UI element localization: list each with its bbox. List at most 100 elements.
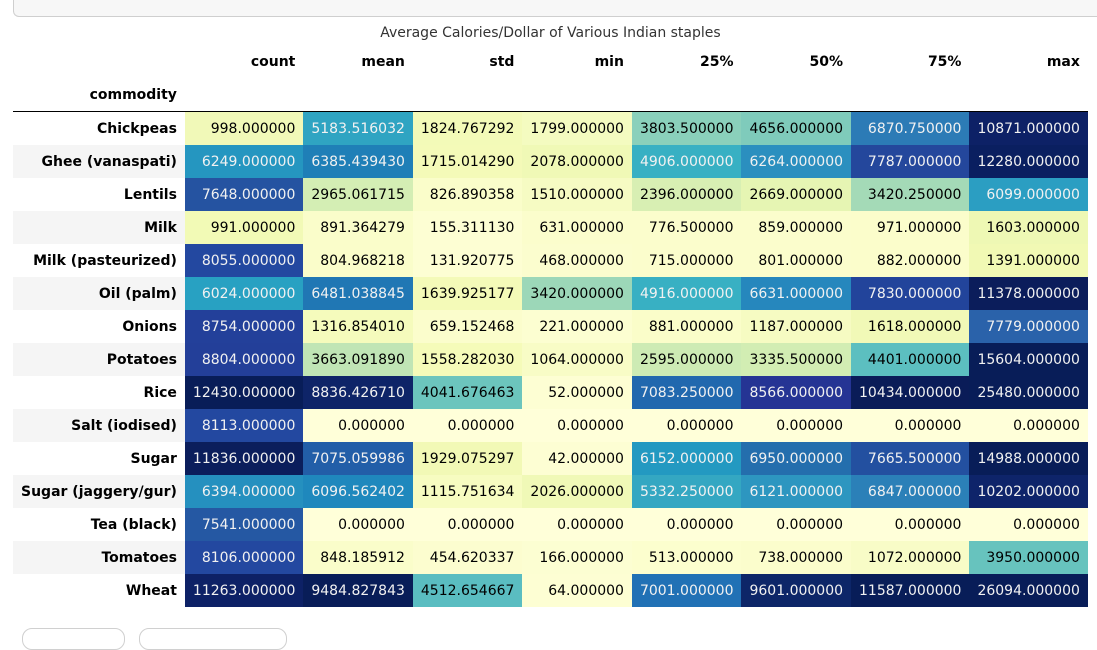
table-cell: 3803.500000 [631, 111, 742, 145]
row-label: Milk (pasteurized) [13, 244, 185, 277]
table-cell: 454.620337 [412, 541, 523, 574]
table-cell: 4512.654667 [412, 574, 523, 607]
row-label: Milk [13, 211, 185, 244]
table-cell: 891.364279 [303, 211, 413, 244]
row-label: Salt (iodised) [13, 409, 185, 442]
table-cell: 11263.000000 [184, 574, 304, 607]
table-cell: 12430.000000 [184, 376, 304, 409]
table-cell: 1316.854010 [303, 310, 413, 343]
table-cell: 7830.000000 [851, 277, 970, 310]
table-row: Sugar 11836.000000 7075.059986 1929.075297 4… [13, 442, 1088, 475]
table-cell: 1064.000000 [522, 343, 632, 376]
table-cell: 3950.000000 [969, 541, 1088, 574]
column-header-2: std [489, 54, 515, 70]
table-cell: 8055.000000 [184, 244, 304, 277]
table-row: Oil (palm) 6024.000000 6481.038845 1639.925… [13, 277, 1088, 310]
row-label: Wheat [13, 574, 185, 607]
column-header-1: mean [361, 54, 405, 70]
column-header-4: 25% [699, 54, 734, 70]
row-label: Tomatoes [13, 541, 185, 574]
table-cell: 1715.014290 [412, 145, 523, 178]
table-cell: 801.000000 [741, 244, 852, 277]
column-header-3: min [594, 54, 624, 70]
table-cell: 0.000000 [969, 508, 1088, 541]
table-caption: Average Calories/Dollar of Various India… [380, 25, 721, 41]
table-cell: 3335.500000 [741, 343, 852, 376]
table-cell: 6121.000000 [741, 475, 852, 508]
table-cell: 776.500000 [631, 211, 742, 244]
table-cell: 10871.000000 [969, 111, 1088, 145]
table-cell: 6099.000000 [969, 178, 1088, 211]
table-cell: 0.000000 [969, 409, 1088, 442]
table-cell: 6481.038845 [303, 277, 413, 310]
table-cell: 11378.000000 [969, 277, 1088, 310]
table-cell: 11836.000000 [184, 442, 304, 475]
row-label: Potatoes [13, 343, 185, 376]
table-row: Salt (iodised) 8113.000000 0.000000 0.00000… [13, 409, 1088, 442]
table-cell: 64.000000 [522, 574, 632, 607]
table-cell: 12280.000000 [969, 145, 1088, 178]
blank-corner [13, 46, 185, 78]
table-cell: 3420.250000 [851, 178, 970, 211]
table-cell: 848.185912 [303, 541, 413, 574]
styled-dataframe: Average Calories/Dollar of Various India… [13, 24, 1088, 607]
table-cell: 7001.000000 [631, 574, 742, 607]
table-cell: 4401.000000 [851, 343, 970, 376]
table-cell: 2965.061715 [303, 178, 413, 211]
table-cell: 14988.000000 [969, 442, 1088, 475]
table-cell: 971.000000 [851, 211, 970, 244]
table-cell: 1929.075297 [412, 442, 523, 475]
table-row: Onions 8754.000000 1316.854010 659.152468 22… [13, 310, 1088, 343]
table-cell: 0.000000 [851, 508, 970, 541]
table-cell: 25480.000000 [969, 376, 1088, 409]
table-cell: 6950.000000 [741, 442, 852, 475]
table-cell: 2078.000000 [522, 145, 632, 178]
table-cell: 8836.426710 [303, 376, 413, 409]
table-cell: 0.000000 [522, 508, 632, 541]
table-cell: 998.000000 [184, 111, 304, 145]
table-row: Milk (pasteurized) 8055.000000 804.968218 1… [13, 244, 1088, 277]
table-cell: 155.311130 [412, 211, 523, 244]
table-cell: 991.000000 [184, 211, 304, 244]
row-label: Rice [13, 376, 185, 409]
bottom-control-2[interactable] [139, 628, 287, 650]
index-name: commodity [13, 78, 185, 112]
table-cell: 7541.000000 [184, 508, 304, 541]
column-header-6: 75% [927, 54, 962, 70]
row-label: Sugar (jaggery/gur) [13, 475, 185, 508]
table-cell: 7779.000000 [969, 310, 1088, 343]
table-cell: 6385.439430 [303, 145, 413, 178]
table-row: Chickpeas 998.000000 5183.516032 1824.76729… [13, 111, 1088, 145]
table-cell: 26094.000000 [969, 574, 1088, 607]
table-cell: 0.000000 [631, 508, 742, 541]
table-cell: 5183.516032 [303, 111, 413, 145]
table-cell: 7083.250000 [631, 376, 742, 409]
table-row: Ghee (vanaspati) 6249.000000 6385.439430 17… [13, 145, 1088, 178]
table-row: Potatoes 8804.000000 3663.091890 1558.28203… [13, 343, 1088, 376]
table-cell: 631.000000 [522, 211, 632, 244]
table-cell: 4916.000000 [631, 277, 742, 310]
table-cell: 11587.000000 [851, 574, 970, 607]
row-label: Onions [13, 310, 185, 343]
table-row: Milk 991.000000 891.364279 155.311130 631.00… [13, 211, 1088, 244]
table-cell: 1187.000000 [741, 310, 852, 343]
table-row: Wheat 11263.000000 9484.827843 4512.654667 6… [13, 574, 1088, 607]
table-row: Tomatoes 8106.000000 848.185912 454.620337 1… [13, 541, 1088, 574]
table-cell: 4656.000000 [741, 111, 852, 145]
table-cell: 131.920775 [412, 244, 523, 277]
table-row: Lentils 7648.000000 2965.061715 826.890358 1… [13, 178, 1088, 211]
column-header-row: count mean std min 25% 50% 75% max [13, 46, 1088, 78]
table-cell: 1639.925177 [412, 277, 523, 310]
bottom-control-1[interactable] [22, 628, 125, 650]
table-cell: 0.000000 [851, 409, 970, 442]
index-name-row: commodity [13, 78, 1088, 112]
table-cell: 738.000000 [741, 541, 852, 574]
table-cell: 0.000000 [522, 409, 632, 442]
table-cell: 0.000000 [303, 508, 413, 541]
table-cell: 52.000000 [522, 376, 632, 409]
table-cell: 881.000000 [631, 310, 742, 343]
table-cell: 42.000000 [522, 442, 632, 475]
table-cell: 0.000000 [741, 508, 852, 541]
table-cell: 6394.000000 [184, 475, 304, 508]
table-cell: 1558.282030 [412, 343, 523, 376]
